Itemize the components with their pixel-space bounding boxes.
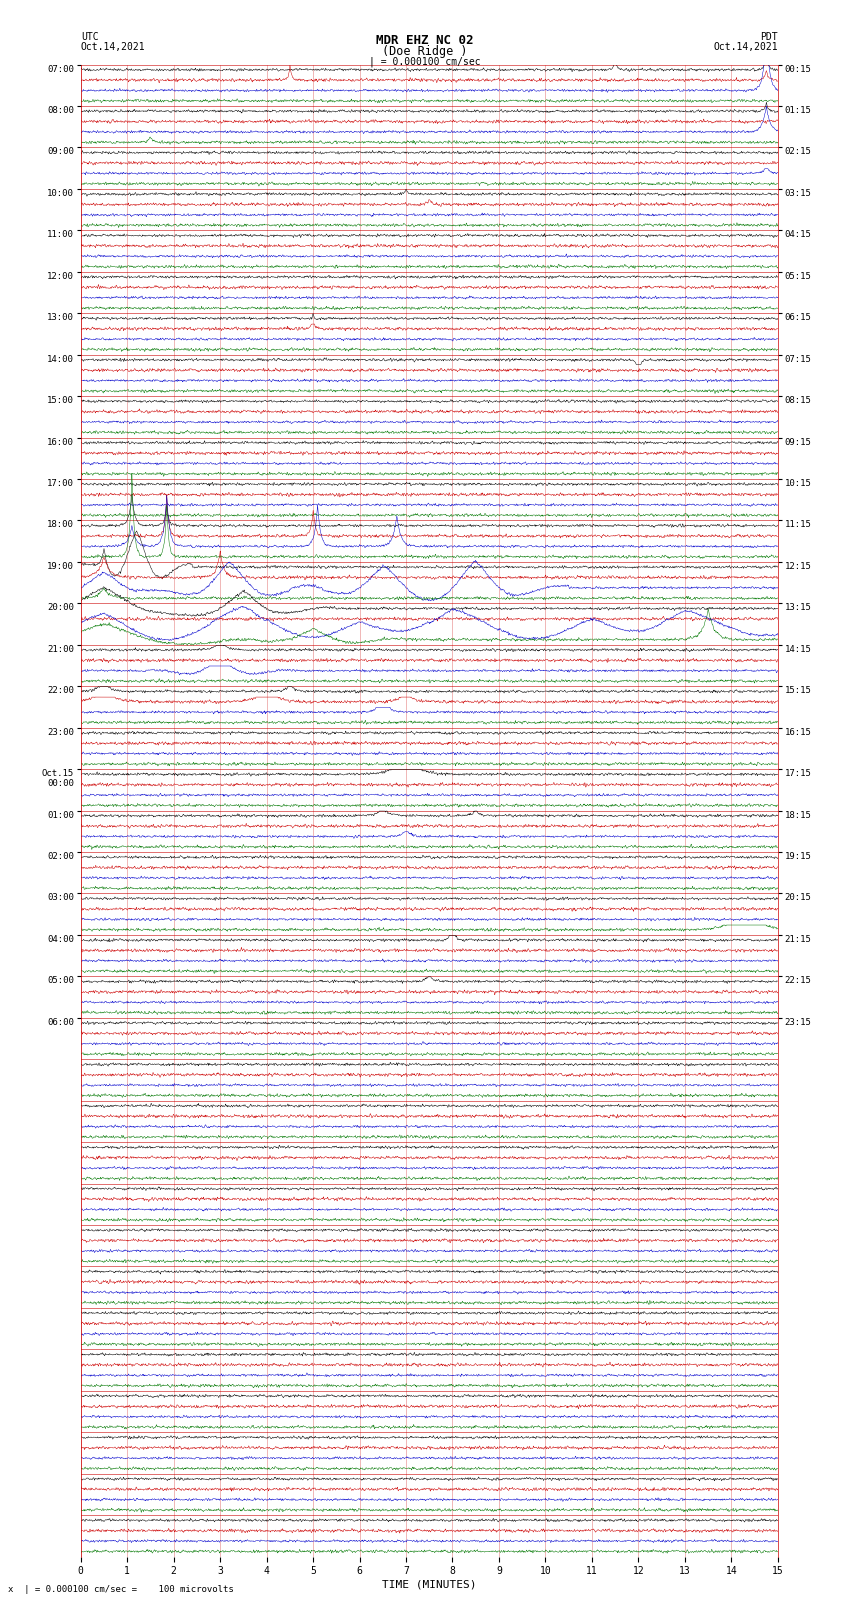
Text: | = 0.000100 cm/sec: | = 0.000100 cm/sec bbox=[369, 56, 481, 68]
Text: PDT: PDT bbox=[760, 32, 778, 42]
Text: Oct.14,2021: Oct.14,2021 bbox=[713, 42, 778, 52]
Text: UTC: UTC bbox=[81, 32, 99, 42]
X-axis label: TIME (MINUTES): TIME (MINUTES) bbox=[382, 1579, 477, 1589]
Text: MDR EHZ NC 02: MDR EHZ NC 02 bbox=[377, 34, 473, 47]
Text: x  | = 0.000100 cm/sec =    100 microvolts: x | = 0.000100 cm/sec = 100 microvolts bbox=[8, 1584, 235, 1594]
Text: (Doe Ridge ): (Doe Ridge ) bbox=[382, 45, 468, 58]
Text: Oct.14,2021: Oct.14,2021 bbox=[81, 42, 145, 52]
